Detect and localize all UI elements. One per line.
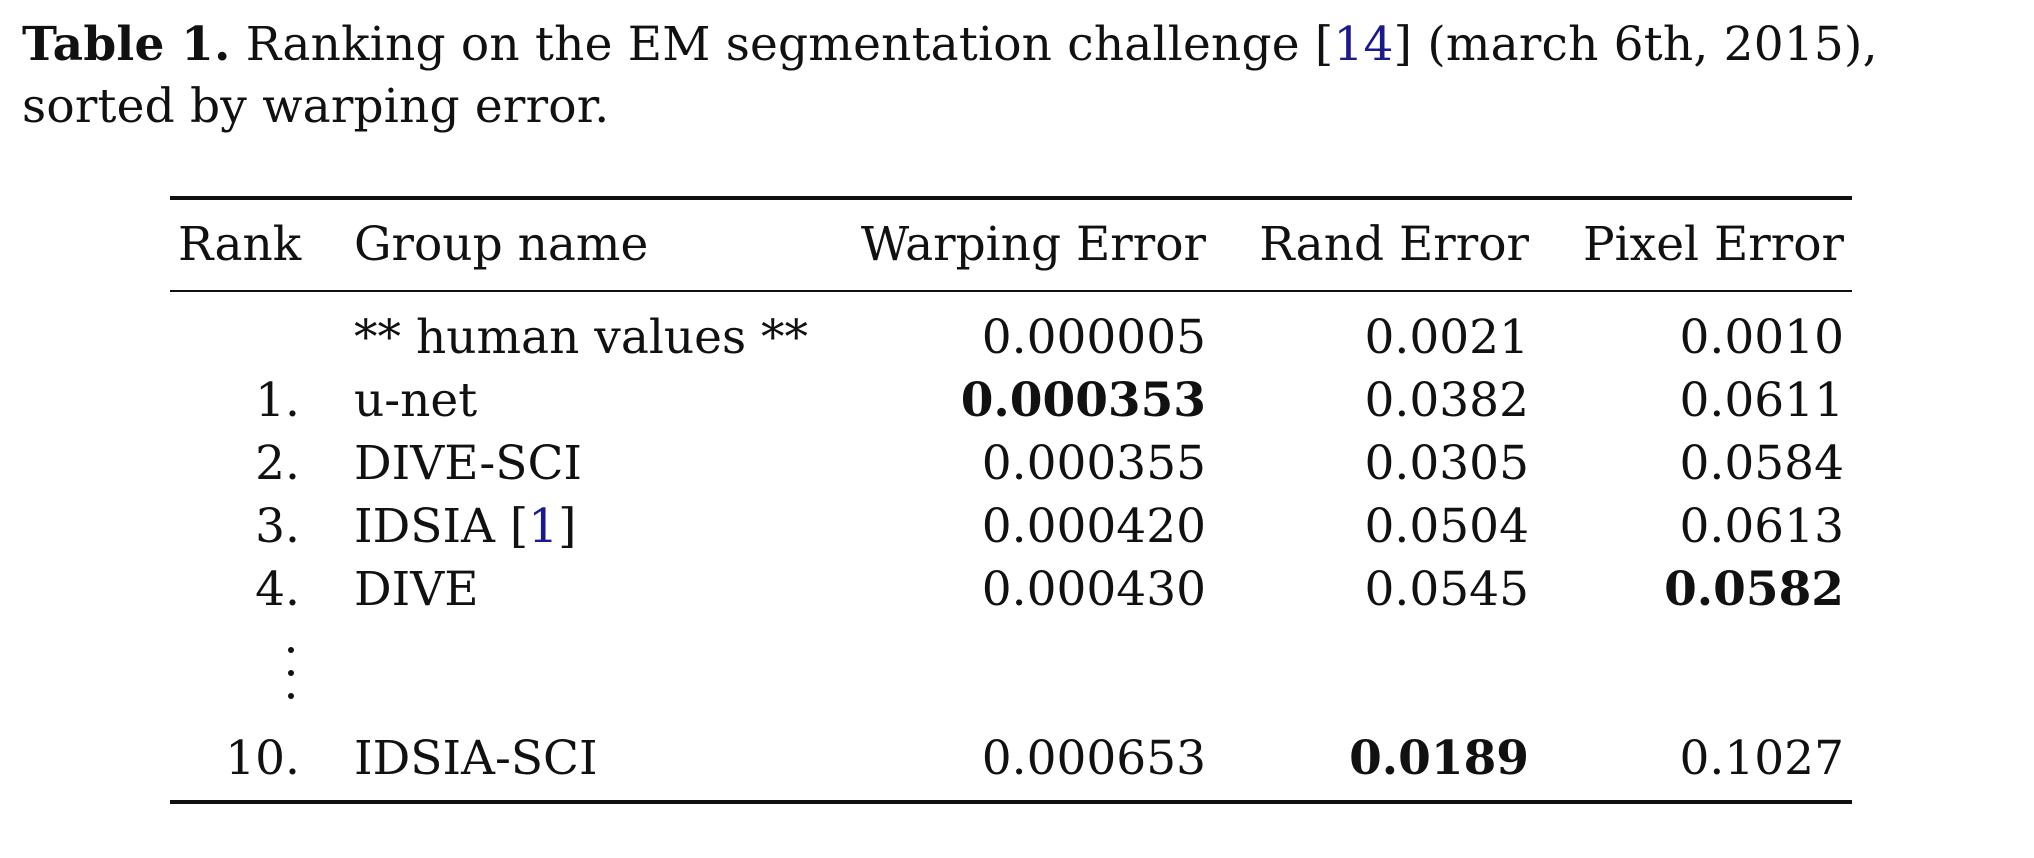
row-rand-error: 0.0545: [1364, 562, 1529, 617]
row-warping-error: 0.000355: [981, 436, 1206, 491]
table-row: 2. DIVE-SCI 0.000355 0.0305 0.0584: [170, 432, 1852, 495]
row-group-name: DIVE: [354, 562, 479, 617]
caption-label: Table 1.: [22, 17, 231, 72]
row-rank: 3.: [255, 499, 300, 554]
citation-link[interactable]: 14: [1333, 17, 1394, 72]
row-group-name: IDSIA [1]: [354, 499, 577, 554]
table-header-row: Rank Group name Warping Error Rand Error…: [170, 200, 1852, 290]
row-rand-error-best: 0.0189: [1349, 731, 1529, 786]
row-group-name: ** human values **: [354, 310, 809, 365]
row-pixel-error: 0.0611: [1679, 373, 1844, 428]
header-rand-error: Rand Error: [1259, 217, 1529, 272]
row-group-name: DIVE-SCI: [354, 436, 582, 491]
row-rand-error: 0.0021: [1364, 310, 1529, 365]
caption-text-before: Ranking on the EM segmentation challenge: [230, 17, 1315, 72]
caption-cite-close: ]: [1393, 17, 1413, 72]
caption-cite-open: [: [1314, 17, 1334, 72]
row-group-label: IDSIA: [354, 499, 510, 554]
table-bottom-rule: [170, 800, 1852, 804]
table-row: 1. u-net 0.000353 0.0382 0.0611: [170, 369, 1852, 432]
row-pixel-error-best: 0.0582: [1664, 562, 1844, 617]
row-warping-error: 0.000430: [981, 562, 1206, 617]
table-ellipsis-row: [170, 621, 1852, 727]
header-group-name: Group name: [354, 217, 649, 272]
row-warping-error: 0.000420: [981, 499, 1206, 554]
table-row: ** human values ** 0.000005 0.0021 0.001…: [170, 306, 1852, 369]
row-rank: 2.: [255, 436, 300, 491]
row-warping-error-best: 0.000353: [960, 373, 1206, 428]
header-warping-error: Warping Error: [860, 217, 1206, 272]
row-warping-error: 0.000653: [981, 731, 1206, 786]
row-rank: 1.: [255, 373, 300, 428]
row-rand-error: 0.0382: [1364, 373, 1529, 428]
row-pixel-error: 0.1027: [1679, 731, 1844, 786]
table-top-rule: [170, 196, 1852, 200]
header-pixel-error: Pixel Error: [1583, 217, 1844, 272]
row-rank: 4.: [255, 562, 300, 617]
table-caption: Table 1. Ranking on the EM segmentation …: [22, 14, 2017, 138]
row-pixel-error: 0.0613: [1679, 499, 1844, 554]
row-group-name: u-net: [354, 373, 478, 428]
row-rand-error: 0.0305: [1364, 436, 1529, 491]
caption-text-after: (march 6th, 2015), sorted by warping err…: [22, 17, 1878, 134]
ranking-table: Rank Group name Warping Error Rand Error…: [170, 196, 1852, 804]
citation-link[interactable]: 1: [528, 499, 559, 554]
row-rank: 10.: [225, 731, 300, 786]
row-rand-error: 0.0504: [1364, 499, 1529, 554]
table-row: 10. IDSIA-SCI 0.000653 0.0189 0.1027: [170, 727, 1852, 790]
table-row: 3. IDSIA [1] 0.000420 0.0504 0.0613: [170, 495, 1852, 558]
row-warping-error: 0.000005: [981, 310, 1206, 365]
table-header-rule: [170, 290, 1852, 292]
table-row: 4. DIVE 0.000430 0.0545 0.0582: [170, 558, 1852, 621]
vertical-ellipsis-icon: [288, 647, 298, 716]
row-group-name: IDSIA-SCI: [354, 731, 598, 786]
header-rank: Rank: [178, 217, 302, 272]
row-pixel-error: 0.0010: [1679, 310, 1844, 365]
row-pixel-error: 0.0584: [1679, 436, 1844, 491]
